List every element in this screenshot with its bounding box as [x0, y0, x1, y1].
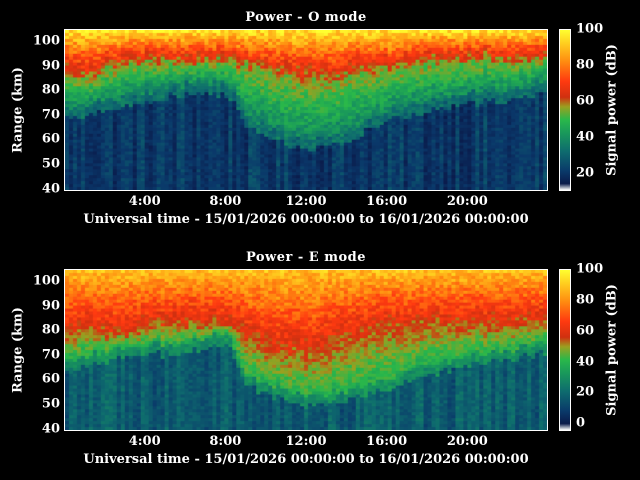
colorbar-label: Signal power (dB): [604, 284, 620, 416]
colorbar-tick-label: 80: [576, 57, 595, 73]
x-tick-label: 12:00: [285, 194, 327, 209]
colorbar-tick-label: 100: [576, 261, 604, 277]
x-tick-label: 16:00: [366, 434, 408, 449]
x-axis-label: Universal time - 15/01/2026 00:00:00 to …: [83, 212, 529, 227]
y-axis-label: Range (km): [10, 67, 26, 153]
panel-o-mode: Power - O mode Range (km) 40 50 60 70 80 90 10…: [10, 10, 620, 227]
colorbar-tick-label: 20: [576, 384, 595, 400]
y-tick-label: 90: [41, 58, 60, 74]
y-tick-label: 40: [41, 181, 60, 197]
colorbar-tick-label: 100: [576, 21, 604, 37]
y-tick-label: 60: [41, 371, 60, 387]
y-tick-label: 100: [32, 273, 60, 289]
colorbar-tick-label: 60: [576, 93, 595, 109]
x-tick-label: 20:00: [446, 194, 488, 209]
y-tick-label: 80: [41, 322, 60, 338]
colorbar-tick-label: 80: [576, 292, 595, 308]
x-tick-label: 12:00: [285, 434, 327, 449]
chart-title: Power - E mode: [245, 250, 367, 265]
y-tick-label: 50: [41, 156, 60, 172]
chart-title: Power - O mode: [245, 10, 367, 25]
x-tick-label: 20:00: [446, 434, 488, 449]
x-tick-label: 16:00: [366, 194, 408, 209]
x-tick-label: 8:00: [209, 194, 242, 209]
y-tick-label: 50: [41, 396, 60, 412]
colorbar-tick-label: 60: [576, 323, 595, 339]
colorbar: [559, 269, 571, 431]
colorbar-tick-label: 20: [576, 165, 595, 181]
heatmap-canvas: [65, 270, 547, 430]
y-tick-label: 70: [41, 107, 60, 123]
y-axis-label: Range (km): [10, 307, 26, 393]
y-tick-label: 90: [41, 298, 60, 314]
heatmap-canvas: [65, 30, 547, 190]
y-tick-label: 70: [41, 347, 60, 363]
y-tick-label: 60: [41, 131, 60, 147]
panel-e-mode: Power - E mode Range (km) 40 50 60 70 80 90 10…: [0, 240, 640, 480]
colorbar-tick-label: 0: [576, 415, 586, 431]
colorbar: [559, 29, 571, 191]
colorbar-tick-label: 40: [576, 129, 595, 145]
colorbar-label: Signal power (dB): [604, 44, 620, 176]
x-axis-label: Universal time - 15/01/2026 00:00:00 to …: [83, 452, 529, 467]
heatmap-plot-area: [64, 269, 548, 431]
x-tick-label: 8:00: [209, 434, 242, 449]
y-tick-label: 100: [32, 33, 60, 49]
x-tick-label: 4:00: [128, 434, 161, 449]
y-tick-label: 40: [41, 421, 60, 437]
y-tick-label: 80: [41, 82, 60, 98]
heatmap-plot-area: [64, 29, 548, 191]
colorbar-tick-label: 40: [576, 354, 595, 370]
x-tick-label: 4:00: [128, 194, 161, 209]
